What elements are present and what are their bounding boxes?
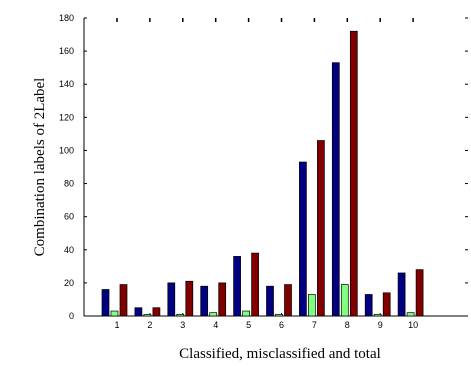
bar-series [101,30,424,317]
bar [251,252,259,317]
y-tick-label: 140 [59,79,74,89]
y-tick-label: 180 [59,13,74,23]
bar [218,282,227,317]
y-axis-ticks: 0 20 40 60 80 100 120 140 160 180 [59,13,468,321]
bar [209,312,218,317]
bar [200,285,209,317]
bar [167,282,176,317]
bar [415,269,424,317]
bar [242,310,250,317]
bar [308,294,316,317]
y-tick-label: 0 [69,311,74,321]
bar [340,284,349,317]
x-tick-label: 4 [213,320,218,330]
bar [101,289,110,317]
y-tick-label: 40 [64,245,74,255]
bar [233,256,241,317]
x-tick-label: 6 [279,320,284,330]
x-tick-label: 7 [312,320,317,330]
x-tick-label: 8 [345,320,350,330]
x-tick-label: 9 [378,320,383,330]
bar [134,307,143,317]
bar [406,312,415,317]
y-tick-label: 120 [59,112,74,122]
bar [152,307,161,317]
bar [110,310,119,317]
x-tick-label: 5 [246,320,251,330]
x-tick-label: 1 [114,320,119,330]
bar [349,30,358,317]
bar [317,140,325,317]
bar [176,313,185,317]
x-tick-label: 10 [408,320,418,330]
bar [275,313,283,317]
bar [382,292,391,317]
bar [397,272,406,317]
top-tick-marks [116,18,414,22]
bar [185,280,194,317]
y-tick-label: 60 [64,212,74,222]
x-tick-label: 2 [147,320,152,330]
x-tick-label: 3 [180,320,185,330]
y-tick-label: 160 [59,46,74,56]
bar [266,285,274,317]
bar [284,284,292,317]
y-tick-label: 20 [64,278,74,288]
bar [364,294,373,317]
bar [331,62,340,317]
x-axis-title: Classified, misclassified and total [179,346,381,362]
bar [143,313,152,317]
x-axis-ticks: 1 2 3 4 5 6 7 8 9 10 [114,313,418,330]
y-axis-title: Combination labels of 2Label [32,78,48,257]
y-tick-label: 100 [59,145,74,155]
y-tick-label: 80 [64,179,74,189]
bar [119,284,128,317]
plot-area [84,18,468,316]
bar [373,313,382,317]
bar [299,161,307,317]
